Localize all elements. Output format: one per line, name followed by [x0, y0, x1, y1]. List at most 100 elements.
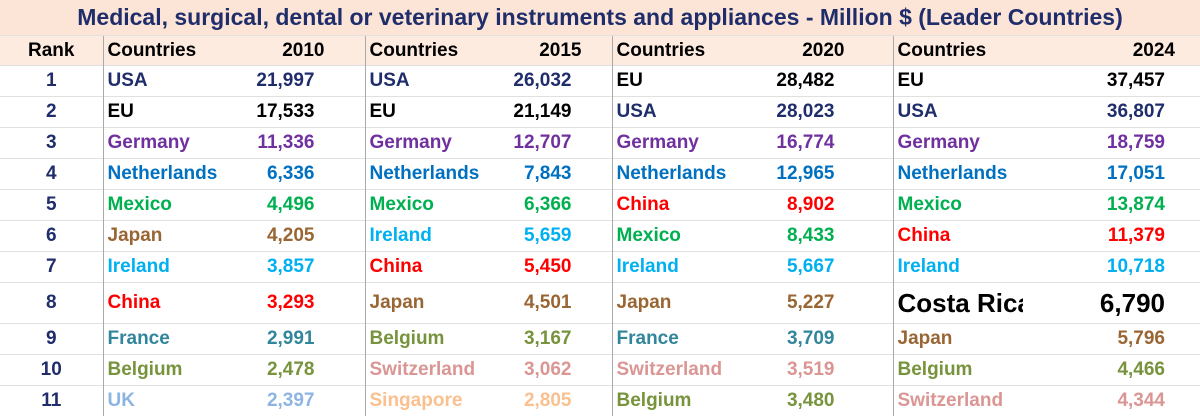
- value-cell: 2,478: [228, 355, 365, 386]
- country-cell: EU: [103, 97, 228, 128]
- country-cell: Mexico: [365, 190, 490, 221]
- country-cell: Mexico: [893, 190, 1023, 221]
- country-cell: Ireland: [103, 252, 228, 283]
- rank-cell: 3: [0, 128, 103, 159]
- rank-cell: 2: [0, 97, 103, 128]
- value-cell: 6,336: [228, 159, 365, 190]
- country-cell: EU: [612, 66, 737, 97]
- value-cell: 2,991: [228, 324, 365, 355]
- country-cell: Japan: [893, 324, 1023, 355]
- value-cell: 3,480: [737, 386, 893, 416]
- value-cell: 3,709: [737, 324, 893, 355]
- country-cell: Ireland: [612, 252, 737, 283]
- country-cell: Japan: [612, 283, 737, 324]
- country-cell: USA: [103, 66, 228, 97]
- value-cell: 5,659: [490, 221, 612, 252]
- header-cell: 2024: [1023, 36, 1200, 66]
- header-cell: Countries: [893, 36, 1023, 66]
- value-cell: 21,997: [228, 66, 365, 97]
- value-cell: 5,667: [737, 252, 893, 283]
- value-cell: 3,293: [228, 283, 365, 324]
- country-cell: Netherlands: [893, 159, 1023, 190]
- header-cell: Countries: [612, 36, 737, 66]
- value-cell: 11,379: [1023, 221, 1200, 252]
- country-cell: Japan: [103, 221, 228, 252]
- value-cell: 3,062: [490, 355, 612, 386]
- value-cell: 16,774: [737, 128, 893, 159]
- country-cell: Ireland: [365, 221, 490, 252]
- rank-cell: 5: [0, 190, 103, 221]
- country-cell: Belgium: [893, 355, 1023, 386]
- value-cell: 4,205: [228, 221, 365, 252]
- header-cell: 2015: [490, 36, 612, 66]
- country-cell: Japan: [365, 283, 490, 324]
- country-cell: Netherlands: [365, 159, 490, 190]
- value-cell: 5,227: [737, 283, 893, 324]
- country-cell: Belgium: [365, 324, 490, 355]
- value-cell: 8,433: [737, 221, 893, 252]
- country-cell: France: [612, 324, 737, 355]
- rank-cell: 7: [0, 252, 103, 283]
- country-cell: Netherlands: [103, 159, 228, 190]
- title: Medical, surgical, dental or veterinary …: [0, 0, 1200, 35]
- country-cell: USA: [365, 66, 490, 97]
- value-cell: 10,718: [1023, 252, 1200, 283]
- country-cell: USA: [893, 97, 1023, 128]
- value-cell: 5,796: [1023, 324, 1200, 355]
- value-cell: 26,032: [490, 66, 612, 97]
- value-cell: 4,496: [228, 190, 365, 221]
- value-cell: 2,805: [490, 386, 612, 416]
- country-cell: Switzerland: [365, 355, 490, 386]
- value-cell: 12,965: [737, 159, 893, 190]
- value-cell: 11,336: [228, 128, 365, 159]
- value-cell: 3,167: [490, 324, 612, 355]
- country-cell: Singapore: [365, 386, 490, 416]
- value-cell: 8,902: [737, 190, 893, 221]
- country-cell: EU: [365, 97, 490, 128]
- rank-cell: 9: [0, 324, 103, 355]
- country-cell: UK: [103, 386, 228, 416]
- value-cell: 13,874: [1023, 190, 1200, 221]
- header-cell: 2020: [737, 36, 893, 66]
- value-cell: 21,149: [490, 97, 612, 128]
- header-cell: 2010: [228, 36, 365, 66]
- value-cell: 5,450: [490, 252, 612, 283]
- rank-cell: 8: [0, 283, 103, 324]
- country-cell: China: [893, 221, 1023, 252]
- value-cell: 18,759: [1023, 128, 1200, 159]
- rank-cell: 1: [0, 66, 103, 97]
- value-cell: 2,397: [228, 386, 365, 416]
- value-cell: 4,501: [490, 283, 612, 324]
- country-cell: Germany: [612, 128, 737, 159]
- value-cell: 12,707: [490, 128, 612, 159]
- header-cell: Countries: [365, 36, 490, 66]
- country-cell: Netherlands: [612, 159, 737, 190]
- value-cell: 36,807: [1023, 97, 1200, 128]
- value-cell: 6,790: [1023, 283, 1200, 324]
- rank-cell: 6: [0, 221, 103, 252]
- country-cell: France: [103, 324, 228, 355]
- country-cell: China: [103, 283, 228, 324]
- country-cell: China: [612, 190, 737, 221]
- country-cell: Belgium: [103, 355, 228, 386]
- rank-cell: 11: [0, 386, 103, 416]
- header-cell: Rank: [0, 36, 103, 66]
- rank-cell: 4: [0, 159, 103, 190]
- value-cell: 17,051: [1023, 159, 1200, 190]
- country-cell: Germany: [365, 128, 490, 159]
- country-cell: China: [365, 252, 490, 283]
- country-cell: Mexico: [612, 221, 737, 252]
- value-cell: 28,023: [737, 97, 893, 128]
- country-cell: Switzerland: [893, 386, 1023, 416]
